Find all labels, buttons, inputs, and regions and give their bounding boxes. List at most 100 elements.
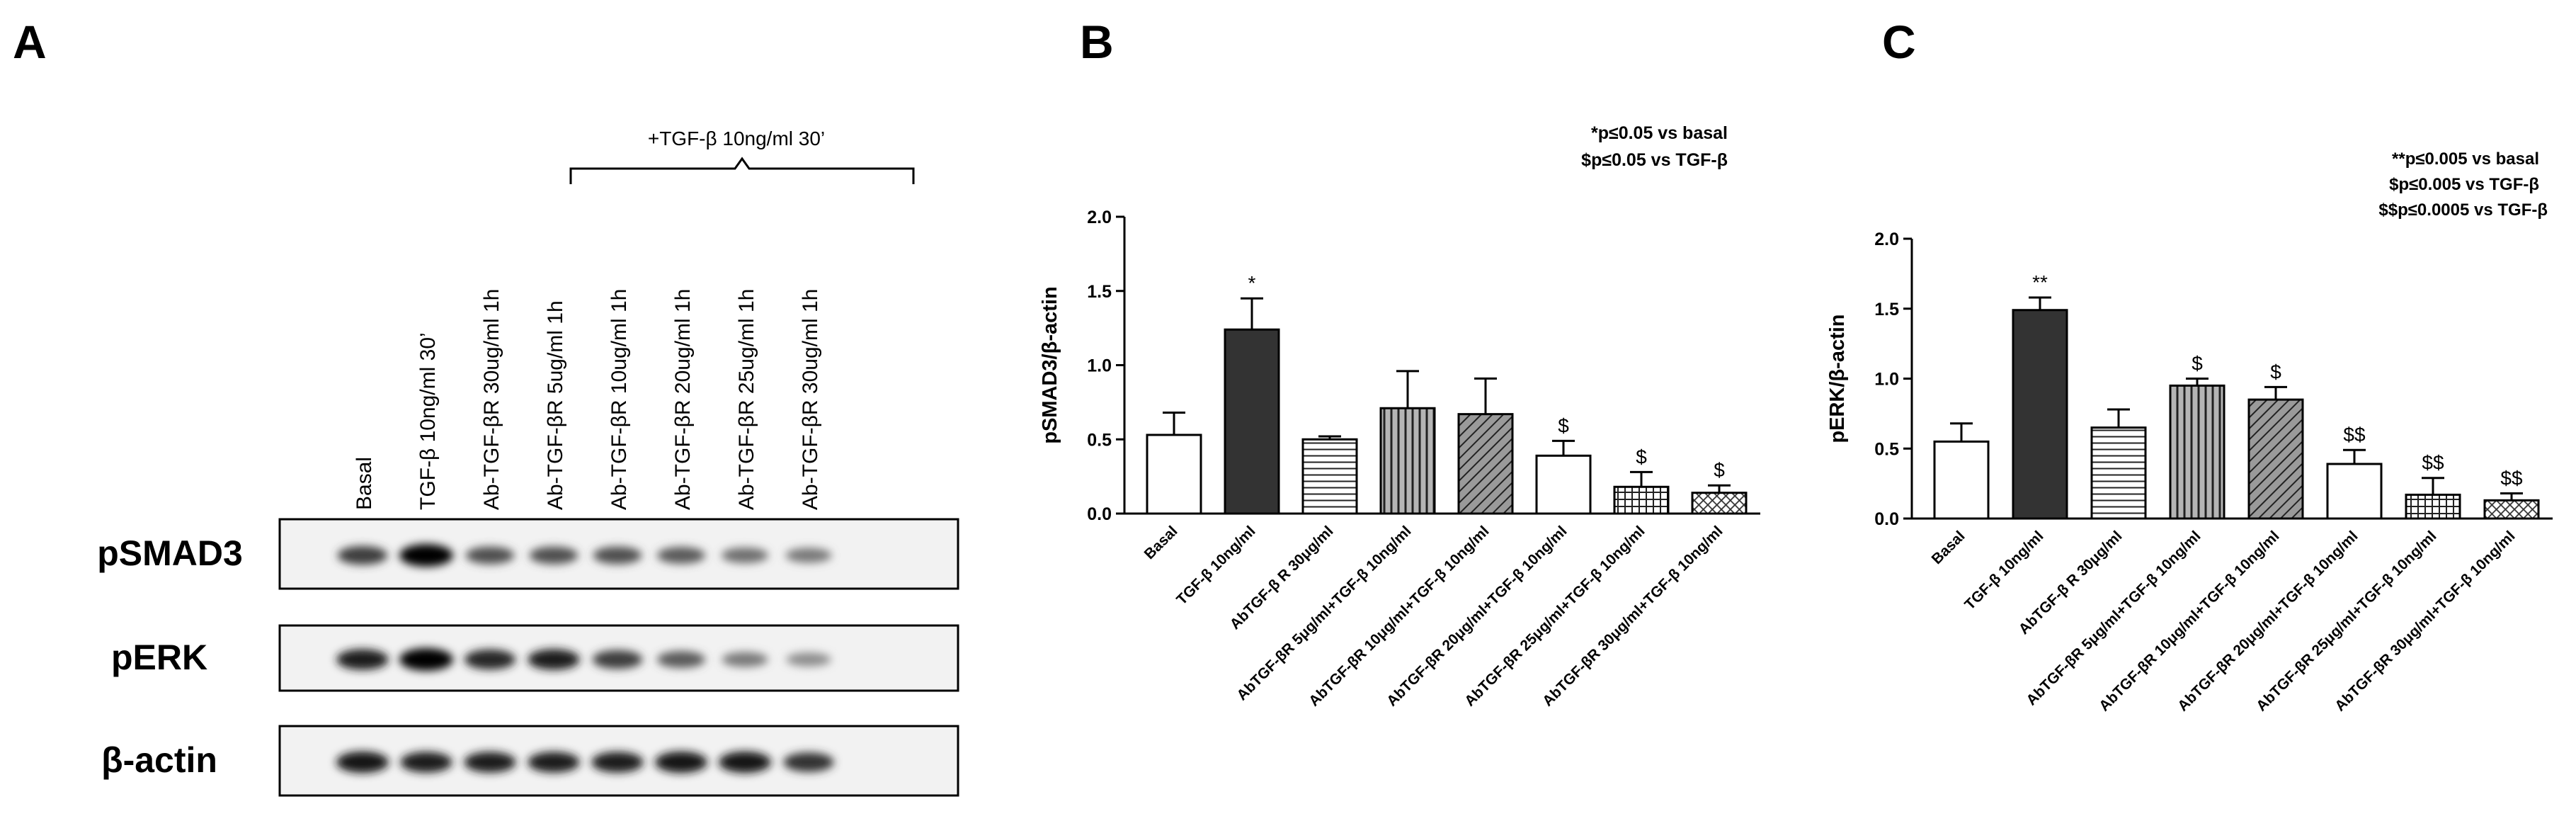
y-tick-label: 0.5 <box>1087 430 1112 450</box>
y-tick-label: 1.5 <box>1874 300 1899 319</box>
bar <box>2405 493 2461 520</box>
y-tick-label: 1.0 <box>1087 356 1112 376</box>
bar <box>2090 426 2147 520</box>
category-label: AbTGF-βR 5μg/ml+TGF-β 10ng/ml <box>1233 523 1414 703</box>
chart-b-psmad3: 0.0 0.5 1.0 1.5 2.0 pSMAD3/β-actin Basal * TGF-β… <box>1039 208 1760 710</box>
y-tick-label: 0.0 <box>1874 509 1899 529</box>
significance-label: $ <box>2270 361 2281 383</box>
bar <box>1301 438 1358 515</box>
blot-band <box>785 548 832 563</box>
blot-band <box>337 545 388 565</box>
category-label: AbTGF-βR 10μg/ml+TGF-β 10ng/ml <box>2096 528 2282 714</box>
blot-band <box>336 649 389 670</box>
chart-c-legend-line-2: $p≤0.005 vs TGF-β <box>2389 175 2539 194</box>
significance-label: $$ <box>2422 452 2444 474</box>
chart-b-legend-line-1: *p≤0.05 vs basal <box>1591 123 1728 143</box>
y-tick-label: 2.0 <box>1087 208 1112 227</box>
blot-band <box>465 546 515 565</box>
blot-band <box>399 544 453 567</box>
chart-c-legend-line-1: **p≤0.005 vs basal <box>2392 149 2539 169</box>
category-label: AbTGF-βR 20μg/ml+TGF-β 10ng/ml <box>2175 528 2361 714</box>
category-label: AbTGF-βR 25μg/ml+TGF-β 10ng/ml <box>2253 528 2439 714</box>
blot-band <box>593 546 642 565</box>
blot-band <box>657 547 705 564</box>
blot-band <box>722 652 768 667</box>
lane-label: Ab-TGF-βR 10ug/ml 1h <box>608 289 631 510</box>
lane-label: Ab-TGF-βR 30ug/ml 1h <box>480 289 503 510</box>
lane-label: Ab-TGF-βR 20ug/ml 1h <box>671 289 695 510</box>
category-label: TGF-β 10ng/ml <box>1961 528 2046 613</box>
blot-band <box>657 651 705 668</box>
panel-letter-a: A <box>13 16 47 68</box>
blot-band <box>399 648 453 671</box>
category-label: AbTGF-βR 10μg/ml+TGF-β 10ng/ml <box>1306 523 1492 709</box>
chart-c-perk: 0.0 0.5 1.0 1.5 2.0 pERK/β-actin Basal ** TGF-β … <box>1826 230 2553 715</box>
category-label: AbTGF-βR 5μg/ml+TGF-β 10ng/ml <box>2023 528 2204 708</box>
significance-label: ** <box>2032 271 2048 293</box>
bar <box>1933 440 1990 520</box>
y-tick-label: 1.0 <box>1874 370 1899 390</box>
bar <box>1224 328 1280 515</box>
blot-row-label: pSMAD3 <box>97 533 243 573</box>
chart-b-legend-line-2: $p≤0.05 vs TGF-β <box>1581 150 1728 170</box>
lane-label: Basal <box>353 457 376 510</box>
blot-band <box>786 652 831 667</box>
blot-band <box>783 752 834 772</box>
panel-letter-b: B <box>1080 16 1114 68</box>
bar <box>1379 407 1436 515</box>
lane-label: Ab-TGF-βR 25ug/ml 1h <box>735 289 758 510</box>
blot-band <box>529 546 579 565</box>
significance-label: $ <box>1714 459 1725 481</box>
category-label: AbTGF-βR 30μg/ml+TGF-β 10ng/ml <box>1539 523 1726 709</box>
treatment-bracket <box>569 157 915 184</box>
category-label: AbTGF-βR 30μg/ml+TGF-β 10ng/ml <box>2332 528 2518 714</box>
significance-label: $ <box>2192 353 2203 375</box>
significance-label: $$ <box>2343 424 2366 446</box>
bar <box>2247 398 2304 520</box>
lane-label: Ab-TGF-βR 30ug/ml 1h <box>799 289 822 510</box>
category-label: AbTGF-βR 20μg/ml+TGF-β 10ng/ml <box>1384 523 1570 709</box>
blot-band <box>654 751 708 774</box>
category-label: Basal <box>1929 528 1968 567</box>
bar <box>1613 485 1670 515</box>
y-tick-label: 0.5 <box>1874 439 1899 459</box>
significance-label: $ <box>1636 446 1647 468</box>
y-axis-label: pSMAD3/β-actin <box>1039 286 1061 443</box>
western-blot-panel: Basal TGF-β 10ng/ml 30’ Ab-TGF-βR 30ug/ml … <box>97 128 959 797</box>
bar <box>2012 309 2068 520</box>
blot-band <box>528 649 580 670</box>
bar <box>2483 499 2540 520</box>
bar <box>2169 384 2225 520</box>
blot-band <box>464 752 516 773</box>
blot-band <box>528 752 580 773</box>
lane-label: Ab-TGF-βR 5ug/ml 1h <box>544 300 567 510</box>
blot-band <box>464 649 516 670</box>
bar <box>1457 413 1514 515</box>
blot-band <box>721 547 769 564</box>
bar <box>1691 492 1748 515</box>
chart-c-legend-line-3: $$p≤0.0005 vs TGF-β <box>2378 200 2548 220</box>
blot-band <box>400 752 452 773</box>
lane-label: TGF-β 10ng/ml 30’ <box>416 332 440 510</box>
blot-band <box>336 751 389 774</box>
blot-band <box>592 650 643 669</box>
bar <box>1535 454 1592 515</box>
panel-letter-c: C <box>1882 16 1916 68</box>
y-tick-label: 2.0 <box>1874 230 1899 249</box>
significance-label: $ <box>1558 414 1569 436</box>
blot-band <box>718 751 772 774</box>
significance-label: * <box>1248 272 1256 294</box>
category-label: AbTGF-βR 25μg/ml+TGF-β 10ng/ml <box>1461 523 1648 709</box>
y-axis-label: pERK/β-actin <box>1826 314 1849 443</box>
category-label: TGF-β 10ng/ml <box>1173 523 1258 608</box>
blot-band <box>591 752 644 773</box>
blot-row-label: pERK <box>111 638 207 677</box>
significance-label: $$ <box>2500 467 2523 489</box>
bar <box>1146 434 1202 515</box>
y-tick-label: 0.0 <box>1087 504 1112 524</box>
bar <box>2326 463 2383 520</box>
category-label: Basal <box>1141 523 1181 562</box>
bracket-label: +TGF-β 10ng/ml 30’ <box>648 128 825 149</box>
blot-row-label: β-actin <box>101 740 217 780</box>
